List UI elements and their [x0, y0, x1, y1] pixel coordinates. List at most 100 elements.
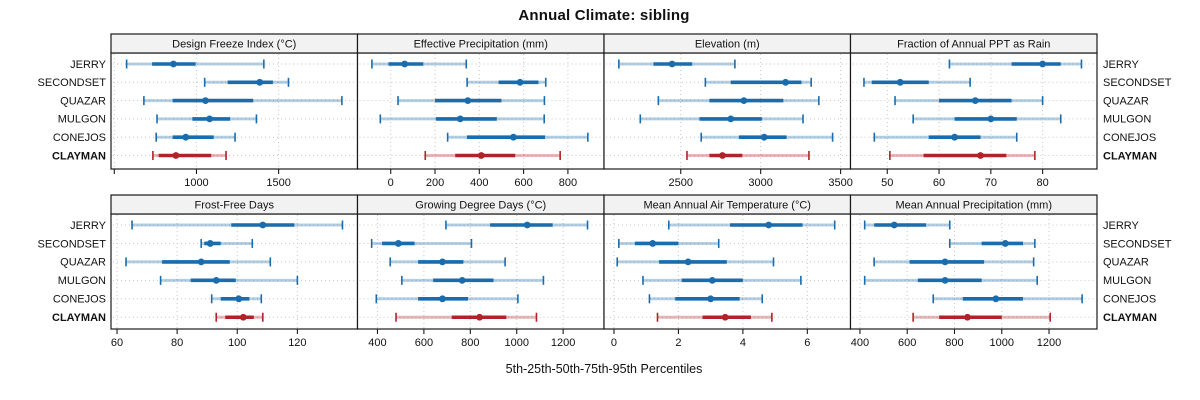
series-row-jerry	[125, 59, 265, 69]
series-row-secondset	[618, 238, 720, 248]
axis-tick-label: 3500	[828, 177, 852, 189]
median-dot	[941, 258, 949, 266]
series-row-mulgon	[642, 275, 802, 285]
station-label-right-mulgon: MULGON	[1103, 114, 1151, 126]
series-row-clayman	[395, 312, 538, 322]
panel-plot-area	[603, 213, 852, 330]
station-label-right-conejos: CONEJOS	[1103, 294, 1156, 306]
median-dot	[523, 221, 531, 229]
station-label-right-secondset: SECONDSET	[1103, 77, 1172, 89]
station-label-left-quazar: QUAZAR	[60, 257, 106, 269]
median-dot	[212, 276, 220, 284]
station-label-left-conejos: CONEJOS	[53, 132, 106, 144]
panel-header	[849, 194, 1098, 215]
axis-tick-label: 600	[514, 177, 532, 189]
median-dot	[890, 221, 898, 229]
series-row-clayman	[912, 312, 1052, 322]
axis-tick-label: 0	[388, 177, 394, 189]
median-dot	[510, 133, 517, 141]
series-row-conejos	[375, 294, 519, 304]
series-row-quazar	[616, 257, 775, 267]
series-row-secondset	[948, 238, 1036, 248]
median-dot	[727, 115, 735, 123]
axis-tick-label: 800	[559, 177, 577, 189]
median-dot	[1039, 60, 1047, 68]
series-row-secondset	[863, 77, 971, 87]
median-dot	[782, 78, 789, 86]
series-row-clayman	[686, 151, 810, 160]
panel-plot-area	[849, 213, 1098, 330]
median-dot	[256, 78, 264, 86]
panel-plot-area	[110, 213, 359, 330]
axis-tick-label: 400	[851, 337, 869, 349]
median-dot	[684, 258, 692, 266]
median-dot	[477, 152, 485, 159]
axis-tick-label: 4	[740, 337, 746, 349]
station-label-left-clayman: CLAYMAN	[52, 312, 106, 324]
axis-tick-label: 1200	[551, 337, 575, 349]
axis-tick-label: 200	[426, 177, 444, 189]
series-row-mulgon	[159, 275, 299, 285]
median-dot	[197, 258, 205, 266]
axis-tick-label: 800	[945, 337, 963, 349]
series-row-secondset	[704, 77, 812, 87]
series-row-mulgon	[863, 275, 1039, 285]
station-label-right-quazar: QUAZAR	[1103, 95, 1149, 107]
series-row-jerry	[863, 220, 951, 230]
chart-title: Annual Climate: sibling	[518, 7, 690, 24]
panel-design-freeze-index-c: 1000 1500 Design Freeze Index (°C)	[110, 33, 359, 189]
series-row-mulgon	[379, 114, 546, 124]
panel-header-title: Frost-Free Days	[195, 200, 275, 212]
panel-header-title: Mean Annual Precipitation (mm)	[895, 200, 1052, 212]
median-dot	[235, 295, 243, 303]
axis-tick-label: 120	[288, 337, 306, 349]
axis-tick-label: 50	[881, 177, 893, 189]
axis-tick-label: 80	[171, 337, 183, 349]
median-dot	[964, 313, 971, 321]
series-row-secondset	[200, 238, 254, 248]
station-label-left-secondset: SECONDSET	[38, 238, 107, 250]
series-row-mulgon	[639, 114, 804, 124]
series-row-jerry	[667, 220, 836, 230]
median-dot	[977, 152, 984, 159]
station-label-left-mulgon: MULGON	[58, 114, 106, 126]
panel-plot-area	[110, 52, 359, 170]
median-dot	[987, 115, 995, 123]
axis-tick-label: 1000	[990, 337, 1014, 349]
station-label-right-mulgon: MULGON	[1103, 275, 1151, 287]
series-row-secondset	[466, 77, 547, 87]
median-dot	[394, 240, 402, 247]
panel-mean-annual-air-temperature-c: 0 2 4 6 Mean Annual Air Temperature (°C)	[603, 194, 852, 349]
panel-fraction-of-annual-ppt-as-rain: 50 60 70 80 Fraction of Annual PPT as Rain	[849, 33, 1098, 189]
station-label-right-jerry: JERRY	[1103, 220, 1140, 232]
panel-plot-area	[356, 213, 605, 330]
panel-growing-degree-days-c: 400 600 800 1000 1200 Growing Degree Days (°C…	[356, 194, 605, 349]
panel-plot-area	[849, 52, 1098, 170]
series-row-jerry	[948, 59, 1083, 69]
axis-tick-label: 0	[611, 337, 617, 349]
series-row-quazar	[873, 257, 1035, 267]
station-label-left-quazar: QUAZAR	[60, 95, 106, 107]
median-dot	[951, 133, 958, 141]
median-dot	[896, 78, 904, 86]
series-row-mulgon	[401, 275, 545, 285]
series-row-quazar	[389, 257, 506, 267]
series-row-conejos	[155, 132, 236, 142]
panel-plot-area	[603, 52, 852, 170]
series-row-clayman	[152, 151, 227, 160]
panel-header-title: Elevation (m)	[695, 39, 760, 51]
axis-tick-label: 6	[804, 337, 810, 349]
median-dot	[206, 115, 214, 123]
series-row-conejos	[700, 132, 834, 142]
panel-effective-precipitation-mm: 0 200 400 600 800 Effective Precipitation (mm…	[356, 33, 605, 189]
axis-tick-label: 60	[111, 337, 123, 349]
panel-plot-area	[356, 52, 605, 170]
panel-frost-free-days: 60 80 100 120 Frost-Free Days	[110, 194, 359, 349]
panel-header-title: Fraction of Annual PPT as Rain	[897, 39, 1050, 51]
median-dot	[760, 133, 768, 141]
axis-tick-label: 60	[933, 177, 945, 189]
station-label-left-jerry: JERRY	[70, 220, 107, 232]
axis-tick-label: 1000	[504, 337, 528, 349]
series-row-clayman	[215, 312, 264, 322]
